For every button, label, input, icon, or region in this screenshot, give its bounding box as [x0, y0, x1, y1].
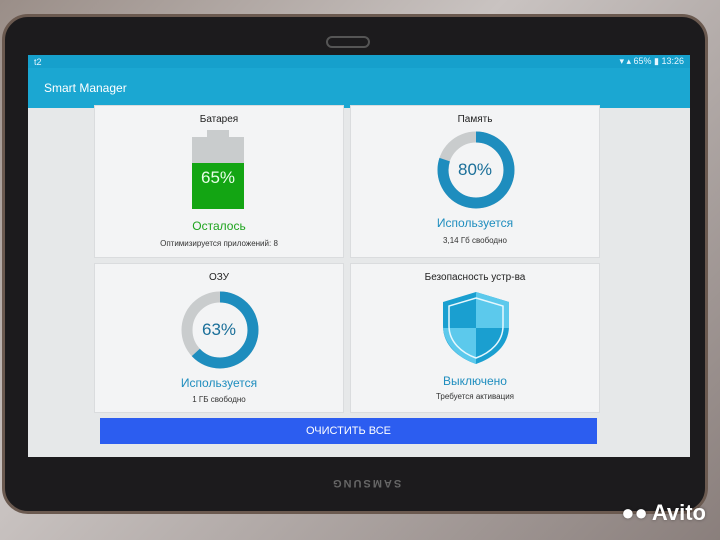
ram-donut [181, 291, 259, 369]
ram-label: Используется [180, 376, 258, 390]
card-title: ОЗУ [208, 272, 230, 283]
battery-card[interactable]: Батарея 65% Осталось Оптимизируется прил… [94, 105, 344, 258]
battery-sub: Оптимизируется приложений: 8 [160, 239, 278, 248]
ram-percent: 63% [201, 320, 237, 339]
security-sub: Требуется активация [435, 392, 515, 401]
ram-card[interactable]: ОЗУ 63% Используется 1 ГБ свободно [94, 263, 344, 413]
battery-percent: 65% [200, 168, 236, 187]
security-label: Выключено [443, 374, 507, 388]
status-right: ▾ ▴ 65% ▮ 13:26 [619, 56, 684, 66]
storage-card[interactable]: Память 80% Используется 3,14 Гб свободно [350, 105, 600, 258]
storage-label: Используется [436, 216, 514, 230]
battery-icon: 65% [192, 130, 244, 210]
ram-sub: 1 ГБ свободно [192, 395, 246, 404]
storage-donut [437, 131, 515, 209]
clean-all-button[interactable]: ОЧИСТИТЬ ВСЕ [100, 418, 597, 444]
app-title: Smart Manager [44, 81, 127, 95]
screen: t2 ▾ ▴ 65% ▮ 13:26 Smart Manager Батарея… [28, 55, 690, 457]
clock: 13:26 [661, 56, 684, 66]
avito-logo-icon: ●● [621, 500, 648, 525]
battery-level: 65% [633, 56, 652, 66]
device-brand: SAMSUNG [331, 477, 402, 489]
battery-label: Осталось [192, 219, 246, 233]
storage-sub: 3,14 Гб свободно [443, 236, 507, 245]
security-card[interactable]: Безопасность устр-ва Выключено Требуется… [350, 263, 600, 413]
status-left: t2 [34, 56, 42, 67]
shield-icon [443, 292, 509, 364]
card-title: Безопасность устр-ва [424, 272, 526, 283]
camera-sensor [326, 36, 370, 48]
card-title: Батарея [199, 114, 239, 125]
watermark-text: Avito [651, 500, 706, 525]
app-bar: Smart Manager [28, 68, 690, 108]
avito-watermark: ●● Avito [621, 500, 706, 526]
storage-percent: 80% [457, 160, 493, 179]
card-title: Память [457, 114, 493, 125]
status-bar: t2 ▾ ▴ 65% ▮ 13:26 [28, 55, 690, 68]
